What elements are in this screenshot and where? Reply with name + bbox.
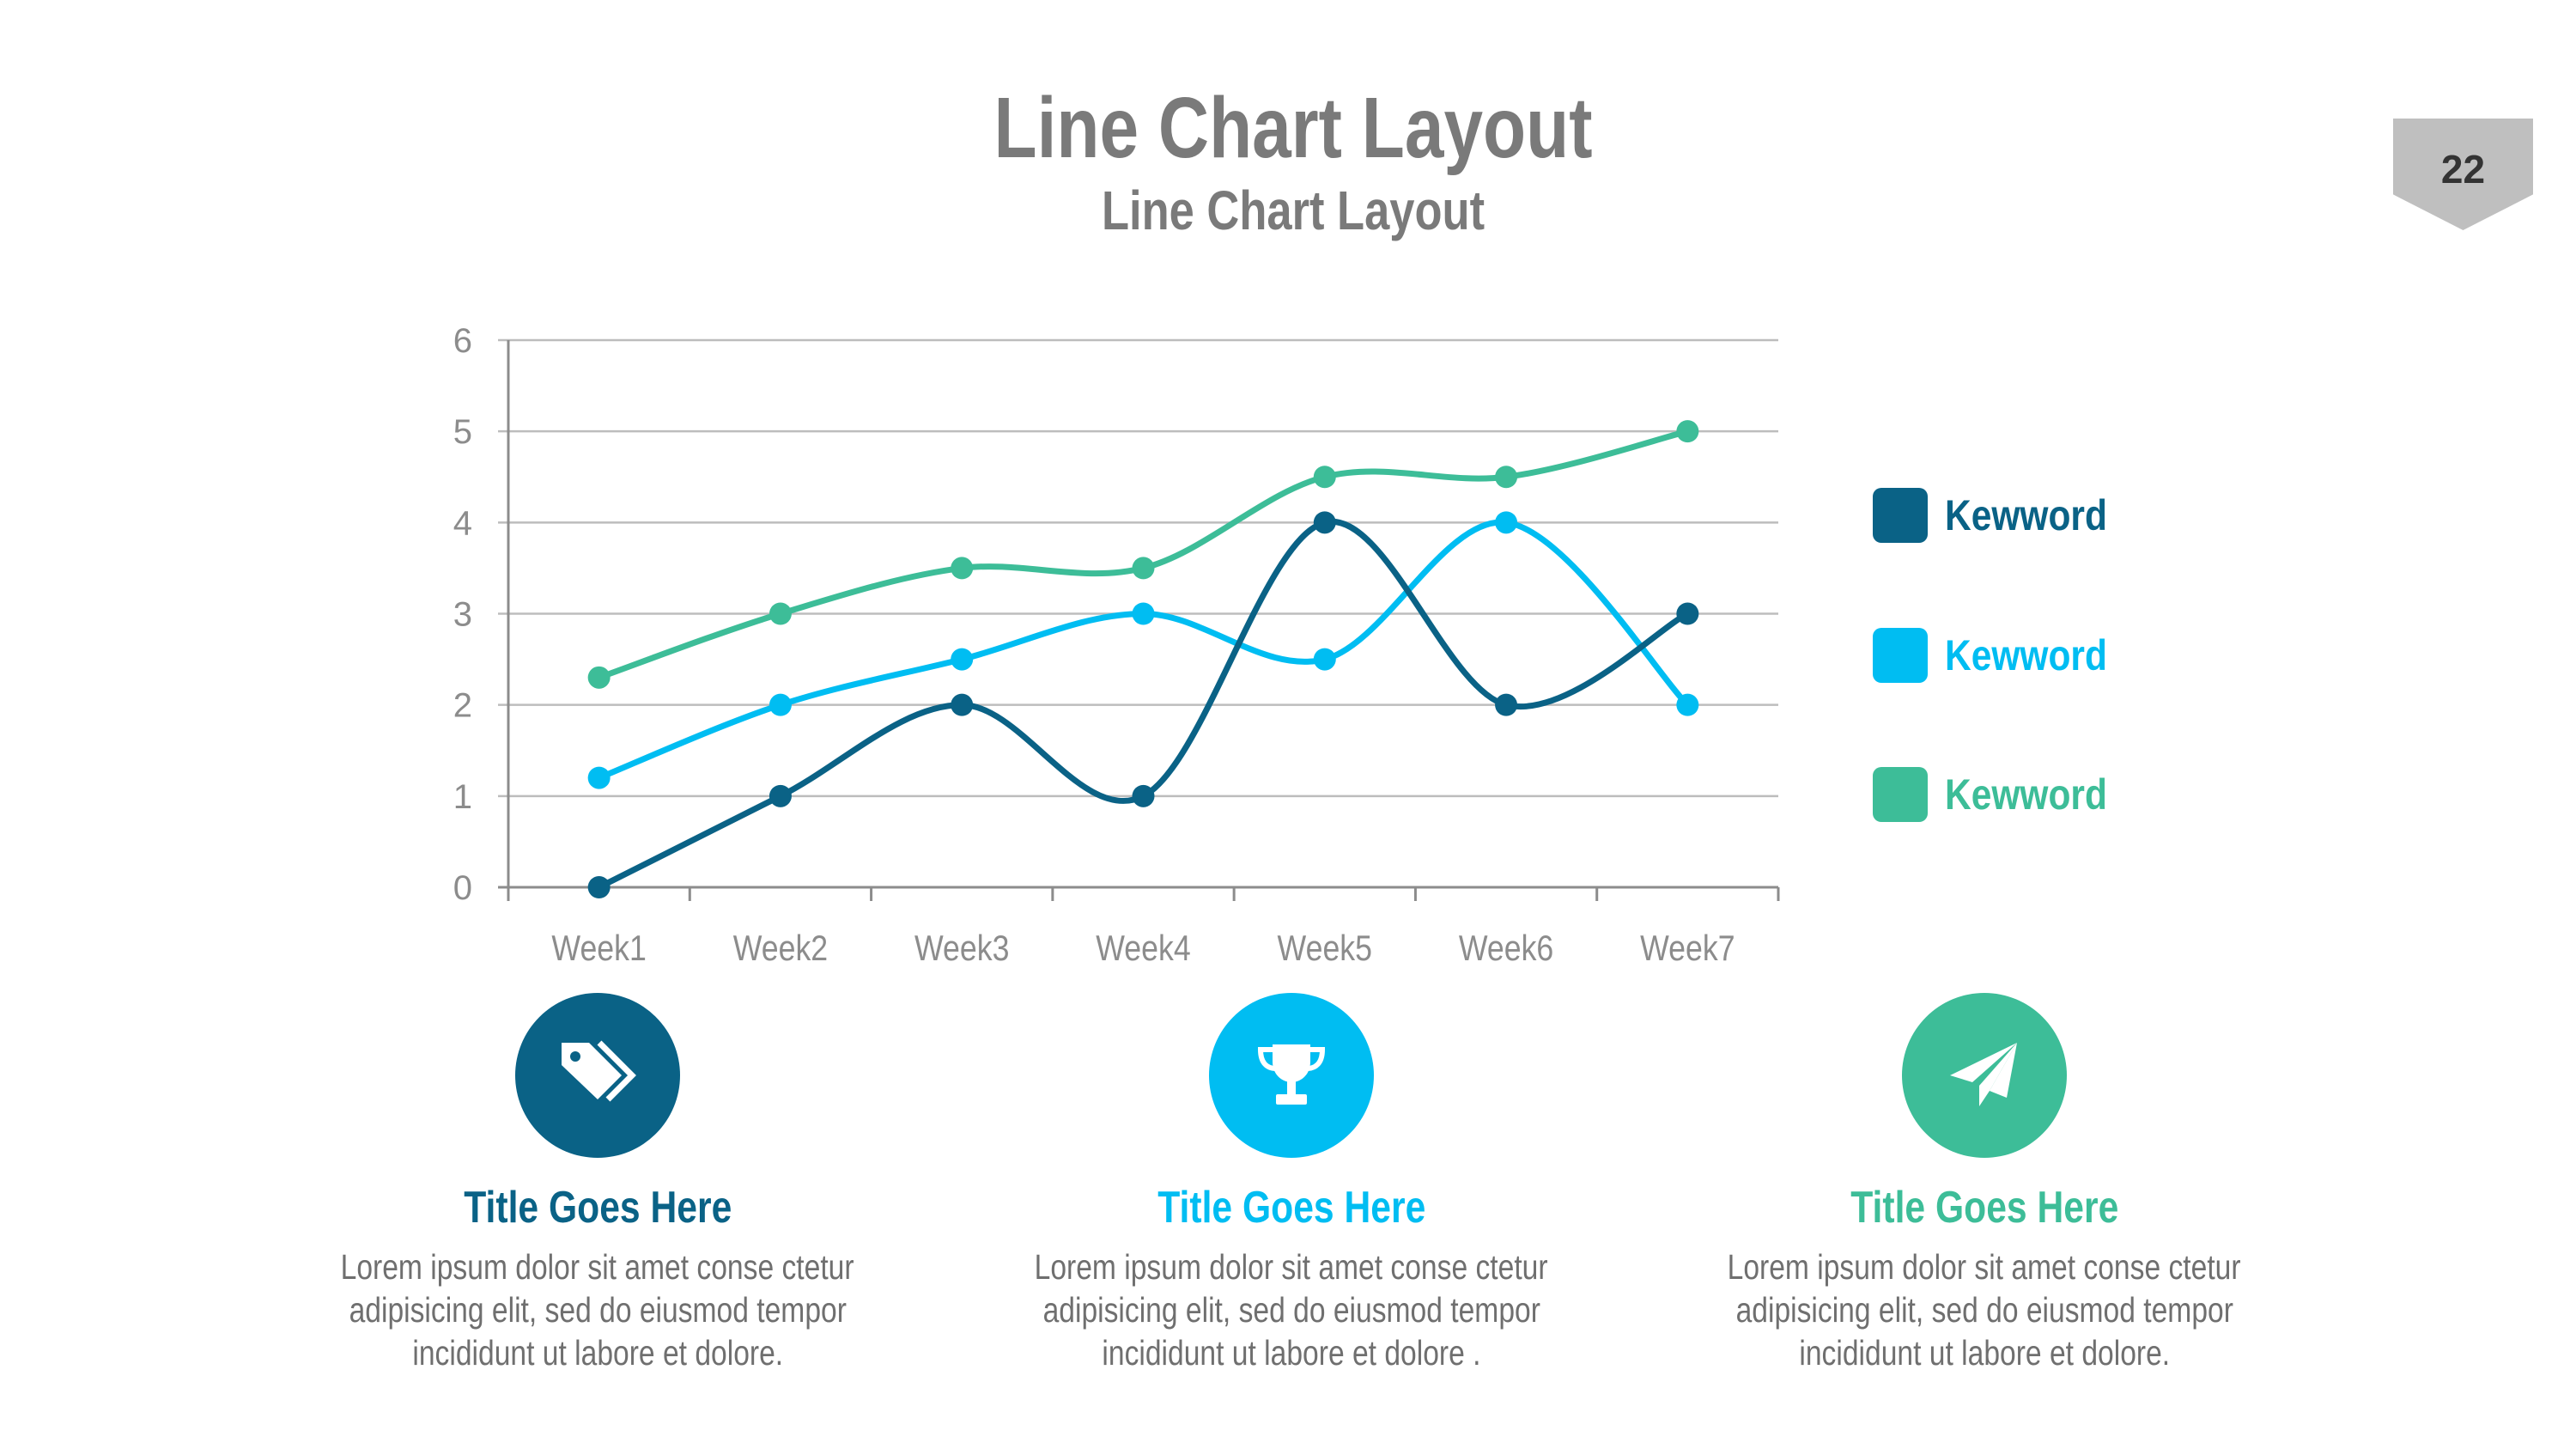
legend-swatch <box>1873 767 1928 822</box>
data-point <box>1676 602 1699 625</box>
data-point <box>1313 511 1336 534</box>
data-point <box>769 602 792 625</box>
data-point <box>587 666 611 689</box>
data-point <box>1676 420 1699 443</box>
data-point <box>587 876 611 898</box>
trophy-icon <box>1209 993 1374 1158</box>
card-body: Lorem ipsum dolor sit amet conse ctetur … <box>1728 1247 2241 1373</box>
data-point <box>1132 557 1155 580</box>
data-point <box>1132 602 1155 625</box>
y-tick-label: 3 <box>453 596 472 634</box>
data-point <box>587 766 611 789</box>
legend-item: Kewword <box>1873 488 2136 543</box>
legend-swatch <box>1873 488 1928 543</box>
data-point <box>1495 511 1518 534</box>
data-point <box>951 557 974 580</box>
x-tick-label: Week2 <box>733 928 828 968</box>
feature-card: Title Goes Here Lorem ipsum dolor sit am… <box>1641 993 2328 1374</box>
page-number: 22 <box>2440 147 2486 192</box>
card-body: Lorem ipsum dolor sit amet conse ctetur … <box>1035 1247 1548 1373</box>
series-line <box>598 428 1689 681</box>
data-point <box>951 693 974 716</box>
data-point <box>1495 693 1518 716</box>
data-point <box>1313 466 1336 489</box>
legend-item: Kewword <box>1873 767 2136 822</box>
data-point <box>1313 648 1336 671</box>
card-title: Title Goes Here <box>463 1183 732 1233</box>
feature-card: Title Goes Here Lorem ipsum dolor sit am… <box>254 993 941 1374</box>
x-tick-label: Week4 <box>1096 928 1190 968</box>
legend-label: Kewword <box>1945 770 2107 819</box>
y-tick-label: 2 <box>453 687 472 725</box>
data-point <box>1676 693 1699 716</box>
card-title: Title Goes Here <box>1157 1183 1426 1233</box>
y-tick-label: 1 <box>453 778 472 816</box>
data-point <box>1132 784 1155 807</box>
x-tick-label: Week5 <box>1278 928 1372 968</box>
legend-item: Kewword <box>1873 628 2136 683</box>
tags-icon <box>515 993 680 1158</box>
legend-label: Kewword <box>1945 631 2107 679</box>
x-tick-label: Week3 <box>914 928 1009 968</box>
y-tick-label: 0 <box>453 869 472 907</box>
page-subtitle: Line Chart Layout <box>1101 180 1485 241</box>
feature-card: Title Goes Here Lorem ipsum dolor sit am… <box>948 993 1635 1374</box>
legend-swatch <box>1873 628 1928 683</box>
x-tick-label: Week1 <box>551 928 646 968</box>
legend-label: Kewword <box>1945 491 2107 539</box>
data-point <box>951 648 974 671</box>
y-tick-label: 5 <box>453 413 472 451</box>
y-tick-label: 4 <box>453 504 472 542</box>
data-point <box>769 784 792 807</box>
paper-plane-icon <box>1902 993 2067 1158</box>
card-body: Lorem ipsum dolor sit amet conse ctetur … <box>341 1247 854 1373</box>
x-tick-label: Week6 <box>1459 928 1553 968</box>
data-point <box>1495 466 1518 489</box>
page-title: Line Chart Layout <box>993 80 1593 176</box>
y-tick-label: 6 <box>453 322 472 360</box>
x-tick-label: Week7 <box>1640 928 1735 968</box>
card-title: Title Goes Here <box>1850 1183 2119 1233</box>
data-point <box>769 693 792 716</box>
